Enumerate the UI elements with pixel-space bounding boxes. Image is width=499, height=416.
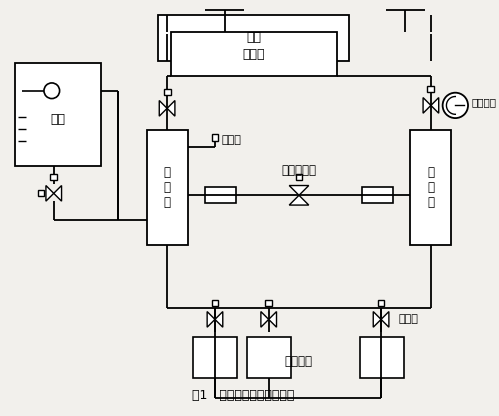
- Bar: [247, 337, 291, 378]
- Bar: [205, 188, 237, 203]
- Bar: [194, 337, 238, 378]
- Polygon shape: [46, 186, 54, 201]
- Polygon shape: [381, 312, 389, 327]
- Bar: [158, 15, 349, 62]
- Circle shape: [443, 93, 468, 118]
- Bar: [50, 174, 57, 180]
- Bar: [295, 174, 302, 180]
- Polygon shape: [289, 195, 309, 205]
- Polygon shape: [289, 186, 309, 195]
- Text: 图1   改造前空调冷冻水系统: 图1 改造前空调冷冻水系统: [192, 389, 294, 402]
- Bar: [147, 130, 188, 245]
- Bar: [38, 191, 44, 196]
- Text: 压差旁通阀: 压差旁通阀: [281, 164, 316, 177]
- Text: 电动阀: 电动阀: [399, 314, 419, 324]
- Text: 分
水
箱: 分 水 箱: [428, 166, 435, 209]
- Polygon shape: [215, 312, 223, 327]
- Bar: [265, 300, 272, 306]
- Text: 集
水
箱: 集 水 箱: [164, 166, 171, 209]
- Text: 蒸发器: 蒸发器: [243, 47, 265, 61]
- Polygon shape: [423, 98, 431, 113]
- Polygon shape: [431, 98, 439, 113]
- Bar: [171, 32, 337, 76]
- Text: 排气口: 排气口: [222, 135, 242, 145]
- Polygon shape: [373, 312, 381, 327]
- Polygon shape: [261, 312, 268, 327]
- Polygon shape: [268, 312, 276, 327]
- Polygon shape: [159, 101, 167, 116]
- Polygon shape: [207, 312, 215, 327]
- Bar: [378, 300, 385, 306]
- Text: 水箱: 水箱: [50, 113, 65, 126]
- Bar: [410, 130, 452, 245]
- Polygon shape: [167, 101, 175, 116]
- Text: 主机: 主机: [246, 32, 261, 45]
- Bar: [360, 337, 404, 378]
- Bar: [14, 63, 101, 166]
- Bar: [428, 86, 434, 92]
- Bar: [212, 300, 219, 306]
- Circle shape: [44, 83, 59, 99]
- Bar: [361, 188, 393, 203]
- Text: 冷冻水泵: 冷冻水泵: [472, 97, 497, 107]
- Text: 末端设备: 末端设备: [284, 355, 312, 368]
- Bar: [212, 134, 219, 141]
- Polygon shape: [54, 186, 61, 201]
- Bar: [164, 89, 171, 95]
